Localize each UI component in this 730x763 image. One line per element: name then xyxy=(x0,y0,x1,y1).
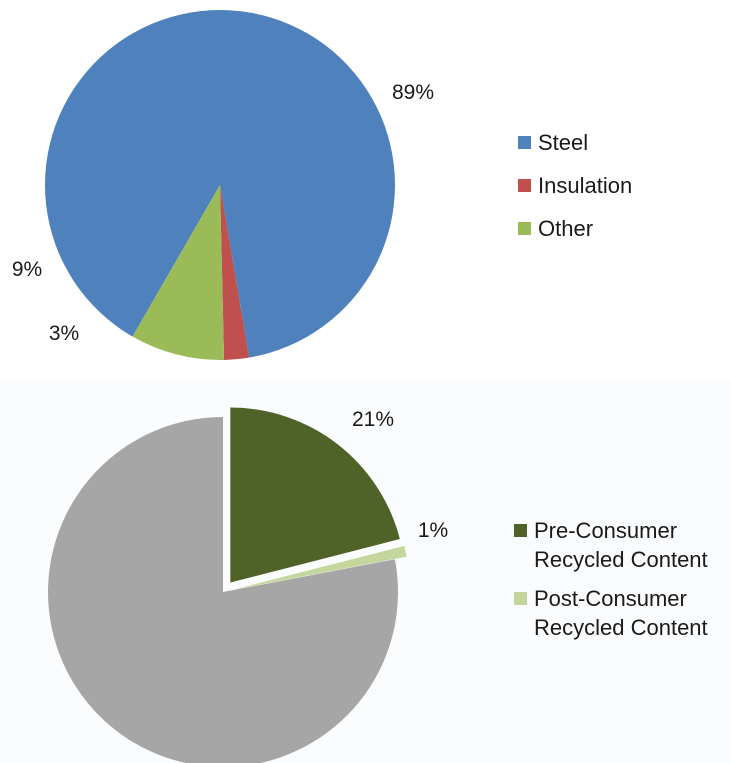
legend-swatch xyxy=(514,524,527,537)
legend-label: Post-Consumer Recycled Content xyxy=(534,586,708,640)
legend-swatch xyxy=(518,136,531,149)
legend-item-other: Other xyxy=(518,214,632,243)
pie-slice-pre-consumer-recycled-content xyxy=(230,407,400,583)
legend-swatch xyxy=(518,179,531,192)
legend-item-insulation: Insulation xyxy=(518,171,632,200)
pie-slice-steel xyxy=(45,10,395,358)
data-label-post-consumer-recycled-content: 1% xyxy=(418,519,448,542)
pie-slice-remainder xyxy=(47,417,398,763)
recycled-content-pie-panel: 21% 1% Pre-Consumer Recycled Content Post-… xyxy=(0,378,730,763)
legend-label: Pre-Consumer Recycled Content xyxy=(534,518,708,572)
data-label-pre-consumer-recycled-content: 21% xyxy=(352,408,394,431)
materials-pie-chart: 89% 3% 9% xyxy=(12,10,434,360)
recycled-content-pie-chart: 21% 1% xyxy=(47,407,448,763)
data-label-steel: 89% xyxy=(392,81,434,104)
data-label-insulation: 3% xyxy=(49,322,79,345)
legend-swatch xyxy=(514,592,527,605)
legend-label: Other xyxy=(538,216,594,241)
legend-label: Insulation xyxy=(538,173,633,198)
pie-slice-post-consumer-recycled-content xyxy=(234,545,407,590)
data-label-other: 9% xyxy=(12,258,42,281)
materials-pie-panel: 89% 3% 9% Steel Insulation Other xyxy=(0,0,730,378)
pie-slice-other xyxy=(132,185,225,360)
pie-slice-insulation xyxy=(220,185,250,360)
materials-legend: Steel Insulation Other xyxy=(518,128,632,257)
recycled-content-legend: Pre-Consumer Recycled Content Post-Consum… xyxy=(514,516,708,652)
legend-label: Steel xyxy=(538,130,589,155)
legend-item-pre-consumer-recycled-content: Pre-Consumer Recycled Content xyxy=(514,516,708,574)
legend-item-post-consumer-recycled-content: Post-Consumer Recycled Content xyxy=(514,584,708,642)
legend-swatch xyxy=(518,222,531,235)
legend-item-steel: Steel xyxy=(518,128,632,157)
